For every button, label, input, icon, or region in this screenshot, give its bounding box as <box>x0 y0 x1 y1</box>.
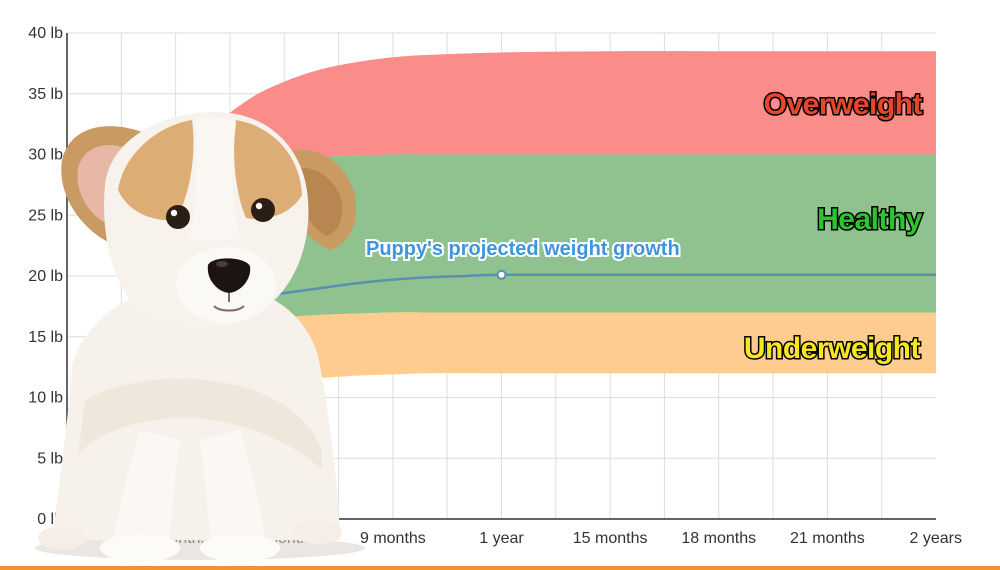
x-tick-label: 1 year <box>479 530 524 547</box>
growth-series-line <box>211 273 936 304</box>
y-tick-label: 40 lb <box>28 25 63 42</box>
x-tick-label: 21 months <box>790 530 865 547</box>
x-tick-label: 2 years <box>910 530 962 547</box>
y-tick-label: 30 lb <box>28 147 63 164</box>
bottom-divider <box>0 566 1000 570</box>
y-tick-label: 35 lb <box>28 86 63 103</box>
overweight-label: Overweight <box>764 88 923 121</box>
growth-series-point <box>496 269 507 280</box>
y-tick-label: 10 lb <box>28 390 63 407</box>
y-tick-label: 5 lb <box>37 450 63 467</box>
growth-line-layer <box>211 269 936 304</box>
y-tick-label: 15 lb <box>28 329 63 346</box>
band-overweight <box>139 51 936 307</box>
x-tick-label: 18 months <box>681 530 756 547</box>
healthy-label: Healthy <box>817 203 923 236</box>
x-tick-label: 9 months <box>360 530 426 547</box>
underweight-label: Underweight <box>744 332 921 365</box>
x-tick-label: 15 months <box>573 530 648 547</box>
y-tick-label: 20 lb <box>28 268 63 285</box>
puppy-image <box>35 112 365 562</box>
y-tick-label: 25 lb <box>28 207 63 224</box>
growth-series-label: Puppy's projected weight growth <box>366 238 680 260</box>
band-underweight <box>139 312 936 434</box>
